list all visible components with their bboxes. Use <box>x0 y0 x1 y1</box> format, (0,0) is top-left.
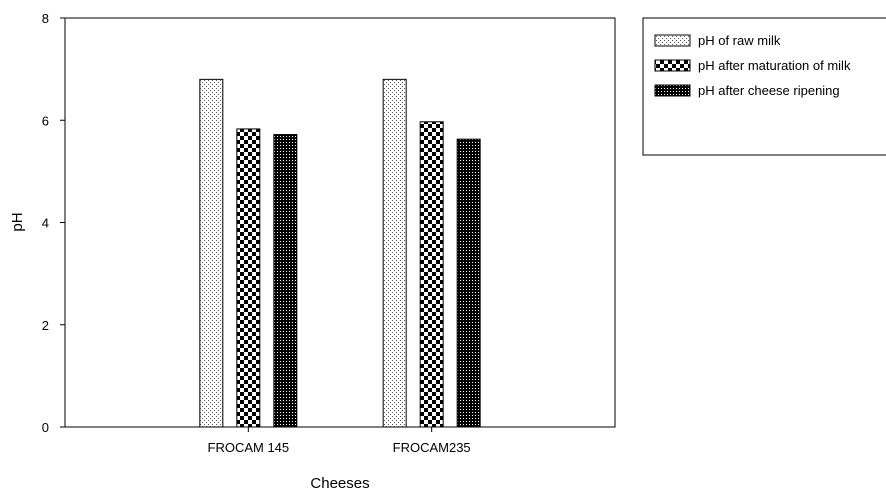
plot-area <box>64 17 616 428</box>
y-tick-label: 2 <box>42 318 49 333</box>
y-axis-ticks: 0 2 4 6 8 <box>42 11 65 435</box>
x-tick-label: FROCAM 145 <box>208 440 290 455</box>
bar-1-2 <box>382 78 407 428</box>
bar-1-1 <box>199 78 224 428</box>
legend-swatch <box>654 59 691 72</box>
legend-swatch <box>654 84 691 97</box>
legend-label: pH after cheese ripening <box>698 83 840 98</box>
legend-label: pH of raw milk <box>698 33 781 48</box>
y-tick-label: 0 <box>42 420 49 435</box>
bar-3-2 <box>456 138 481 428</box>
y-tick-label: 4 <box>42 216 49 231</box>
bar-2-1 <box>236 128 261 428</box>
x-axis-ticks: FROCAM 145 FROCAM235 <box>208 427 471 455</box>
legend: pH of raw milk pH after maturation of mil… <box>642 17 886 156</box>
y-tick-label: 8 <box>42 11 49 26</box>
legend-label: pH after maturation of milk <box>698 58 851 73</box>
y-axis-title: pH <box>9 212 26 231</box>
bar-2-2 <box>419 121 444 428</box>
y-tick-label: 6 <box>42 113 49 128</box>
bars-group <box>199 78 481 428</box>
x-axis-title: Cheeses <box>310 475 369 490</box>
x-tick-label: FROCAM235 <box>393 440 471 455</box>
legend-swatch <box>654 34 691 47</box>
bar-3-1 <box>273 134 298 428</box>
